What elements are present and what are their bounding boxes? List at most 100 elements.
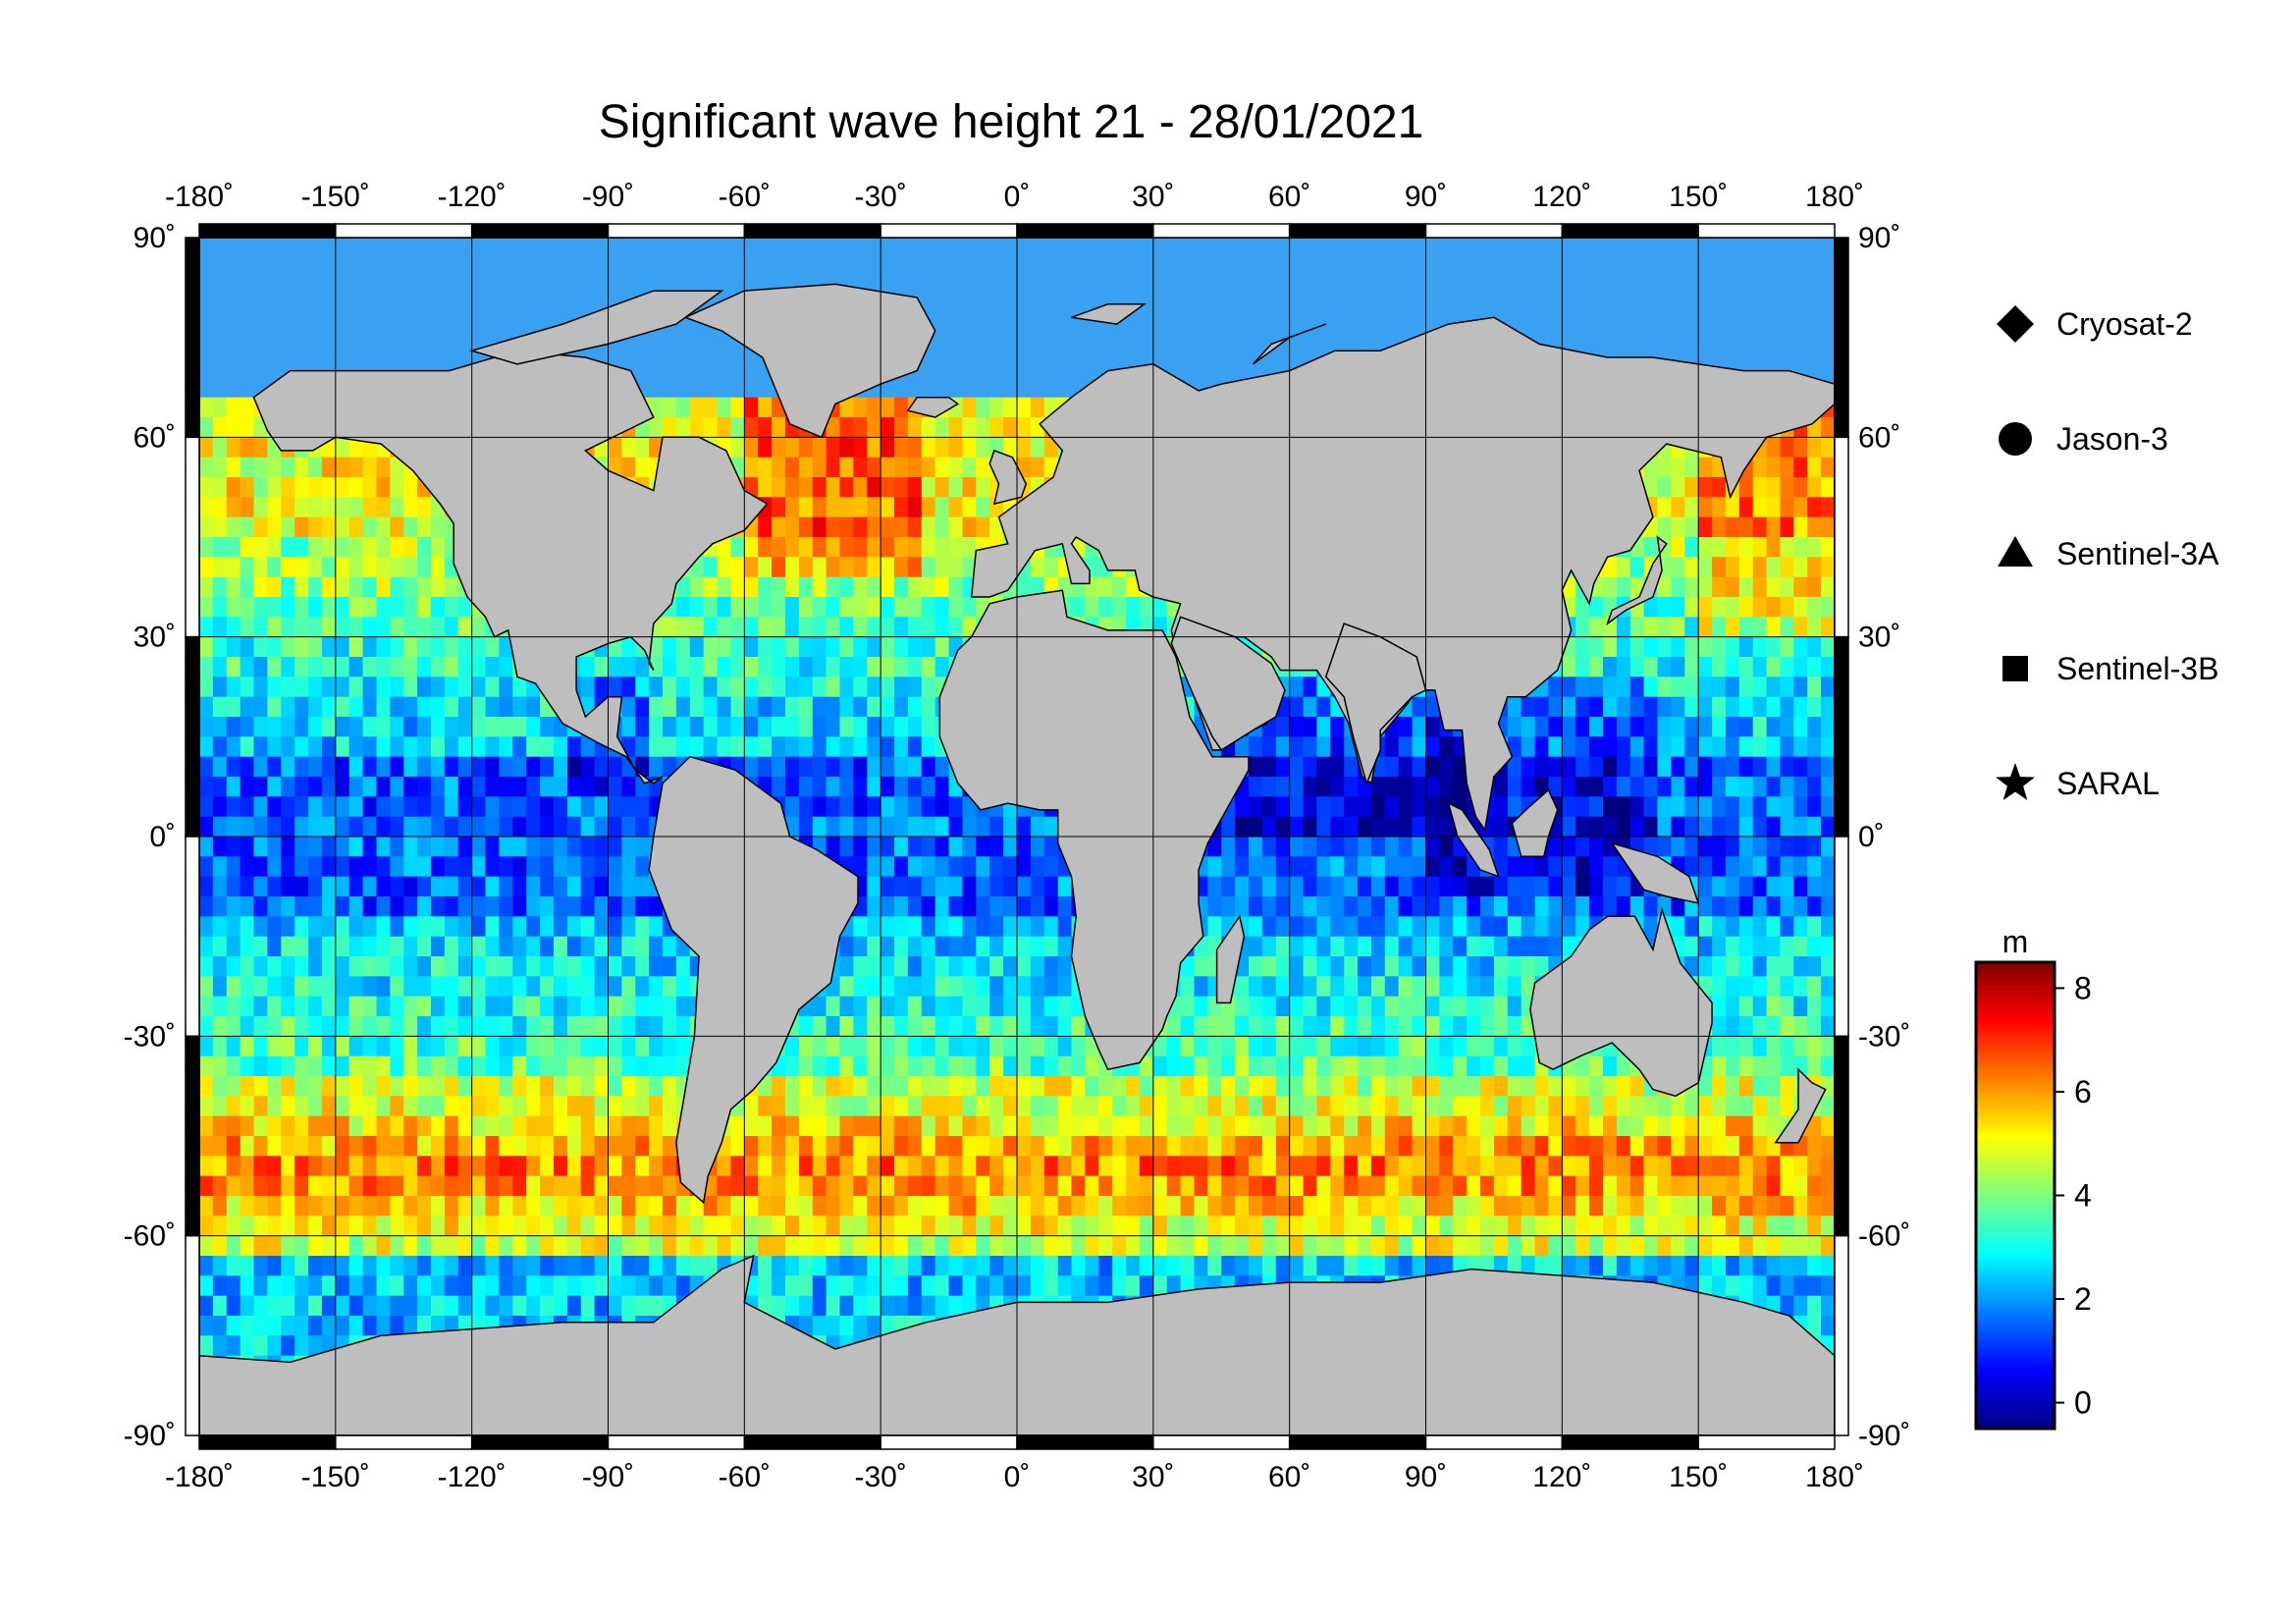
wave-cell — [772, 777, 786, 797]
wave-cell — [1412, 1196, 1427, 1217]
wave-cell — [403, 1096, 418, 1117]
wave-cell — [635, 1096, 650, 1117]
wave-cell — [1017, 1216, 1032, 1237]
wave-cell — [457, 816, 473, 838]
wave-cell — [1043, 1136, 1059, 1157]
wave-cell — [1289, 696, 1305, 718]
wave-cell — [881, 916, 895, 938]
wave-cell — [308, 756, 323, 778]
wave-cell — [444, 936, 459, 957]
wave-cell — [785, 497, 800, 518]
wave-cell — [826, 696, 841, 718]
wave-cell — [1507, 1115, 1522, 1137]
wave-cell — [226, 1016, 241, 1037]
wave-cell — [907, 1175, 923, 1197]
wave-cell — [1766, 576, 1782, 598]
wave-cell — [403, 537, 418, 558]
wave-cell — [1316, 837, 1331, 857]
wave-cell — [1766, 437, 1782, 459]
wave-cell — [335, 1096, 350, 1117]
wave-cell — [212, 777, 228, 797]
wave-cell — [226, 537, 241, 558]
wave-cell — [348, 516, 364, 538]
wave-cell — [267, 837, 282, 857]
wave-cell — [444, 636, 459, 658]
wave-cell — [444, 1156, 459, 1177]
wave-cell — [308, 537, 323, 558]
wave-cell — [1725, 696, 1740, 718]
wave-cell — [1425, 896, 1440, 917]
wave-cell — [308, 816, 323, 838]
wave-cell — [1344, 896, 1359, 917]
wave-cell — [471, 676, 487, 698]
wave-cell — [1712, 896, 1727, 917]
wave-cell — [1371, 936, 1386, 957]
wave-cell — [934, 597, 950, 618]
wave-cell — [348, 956, 364, 977]
wave-cell — [1793, 956, 1808, 977]
wave-cell — [1712, 1115, 1727, 1137]
wave-cell — [1316, 916, 1331, 938]
wave-cell — [853, 437, 868, 459]
wave-cell — [1603, 777, 1618, 797]
wave-cell — [1330, 1016, 1345, 1037]
wave-cell — [663, 956, 677, 977]
wave-cell — [772, 696, 786, 718]
wave-cell — [444, 576, 459, 598]
wave-cell — [649, 936, 664, 957]
wave-cell — [1657, 597, 1672, 618]
wave-cell — [1712, 1175, 1727, 1197]
wave-cell — [403, 516, 418, 538]
wave-cell — [635, 1175, 650, 1197]
wave-cell — [744, 557, 759, 578]
wave-cell — [390, 1055, 404, 1077]
wave-cell — [212, 696, 228, 718]
wave-cell — [730, 417, 745, 438]
wave-cell — [212, 1115, 228, 1137]
wave-cell — [1384, 1055, 1400, 1077]
wave-cell — [1330, 837, 1345, 857]
wave-cell — [1249, 856, 1263, 878]
wave-cell — [390, 1216, 404, 1237]
wave-cell — [1521, 717, 1536, 737]
wave-cell — [1425, 1016, 1440, 1037]
wave-cell — [934, 756, 950, 778]
wave-cell — [1712, 717, 1727, 737]
wave-cell — [976, 876, 990, 897]
wave-cell — [1057, 1096, 1073, 1117]
wave-cell — [417, 576, 432, 598]
wave-cell — [703, 1196, 719, 1217]
wave-cell — [1358, 1156, 1372, 1177]
wave-cell — [798, 576, 814, 598]
wave-cell — [540, 1036, 555, 1057]
wave-cell — [689, 717, 705, 737]
wave-cell — [1738, 1115, 1754, 1137]
wave-cell — [1752, 657, 1768, 677]
wave-cell — [457, 1196, 473, 1217]
wave-cell — [1344, 916, 1359, 938]
wave-cell — [907, 417, 923, 438]
wave-cell — [853, 856, 868, 878]
wave-cell — [457, 856, 473, 878]
wave-cell — [1821, 1196, 1835, 1217]
wave-cell — [431, 796, 446, 818]
wave-cell — [417, 597, 432, 618]
wave-cell — [1821, 736, 1835, 758]
wave-cell — [1603, 1076, 1618, 1097]
wave-cell — [1235, 1196, 1250, 1217]
wave-cell — [403, 756, 418, 778]
wave-cell — [212, 676, 228, 698]
wave-cell — [1261, 996, 1277, 1017]
wave-cell — [444, 916, 459, 938]
wave-cell — [1671, 537, 1685, 558]
wave-cell — [635, 1115, 650, 1137]
wave-cell — [281, 1216, 295, 1237]
wave-cell — [199, 537, 214, 558]
wave-cell — [1780, 777, 1794, 797]
wave-cell — [1643, 837, 1659, 857]
wave-cell — [212, 717, 228, 737]
wave-cell — [839, 796, 854, 818]
wave-cell — [881, 956, 895, 977]
wave-cell — [1657, 837, 1672, 857]
wave-cell — [457, 896, 473, 917]
